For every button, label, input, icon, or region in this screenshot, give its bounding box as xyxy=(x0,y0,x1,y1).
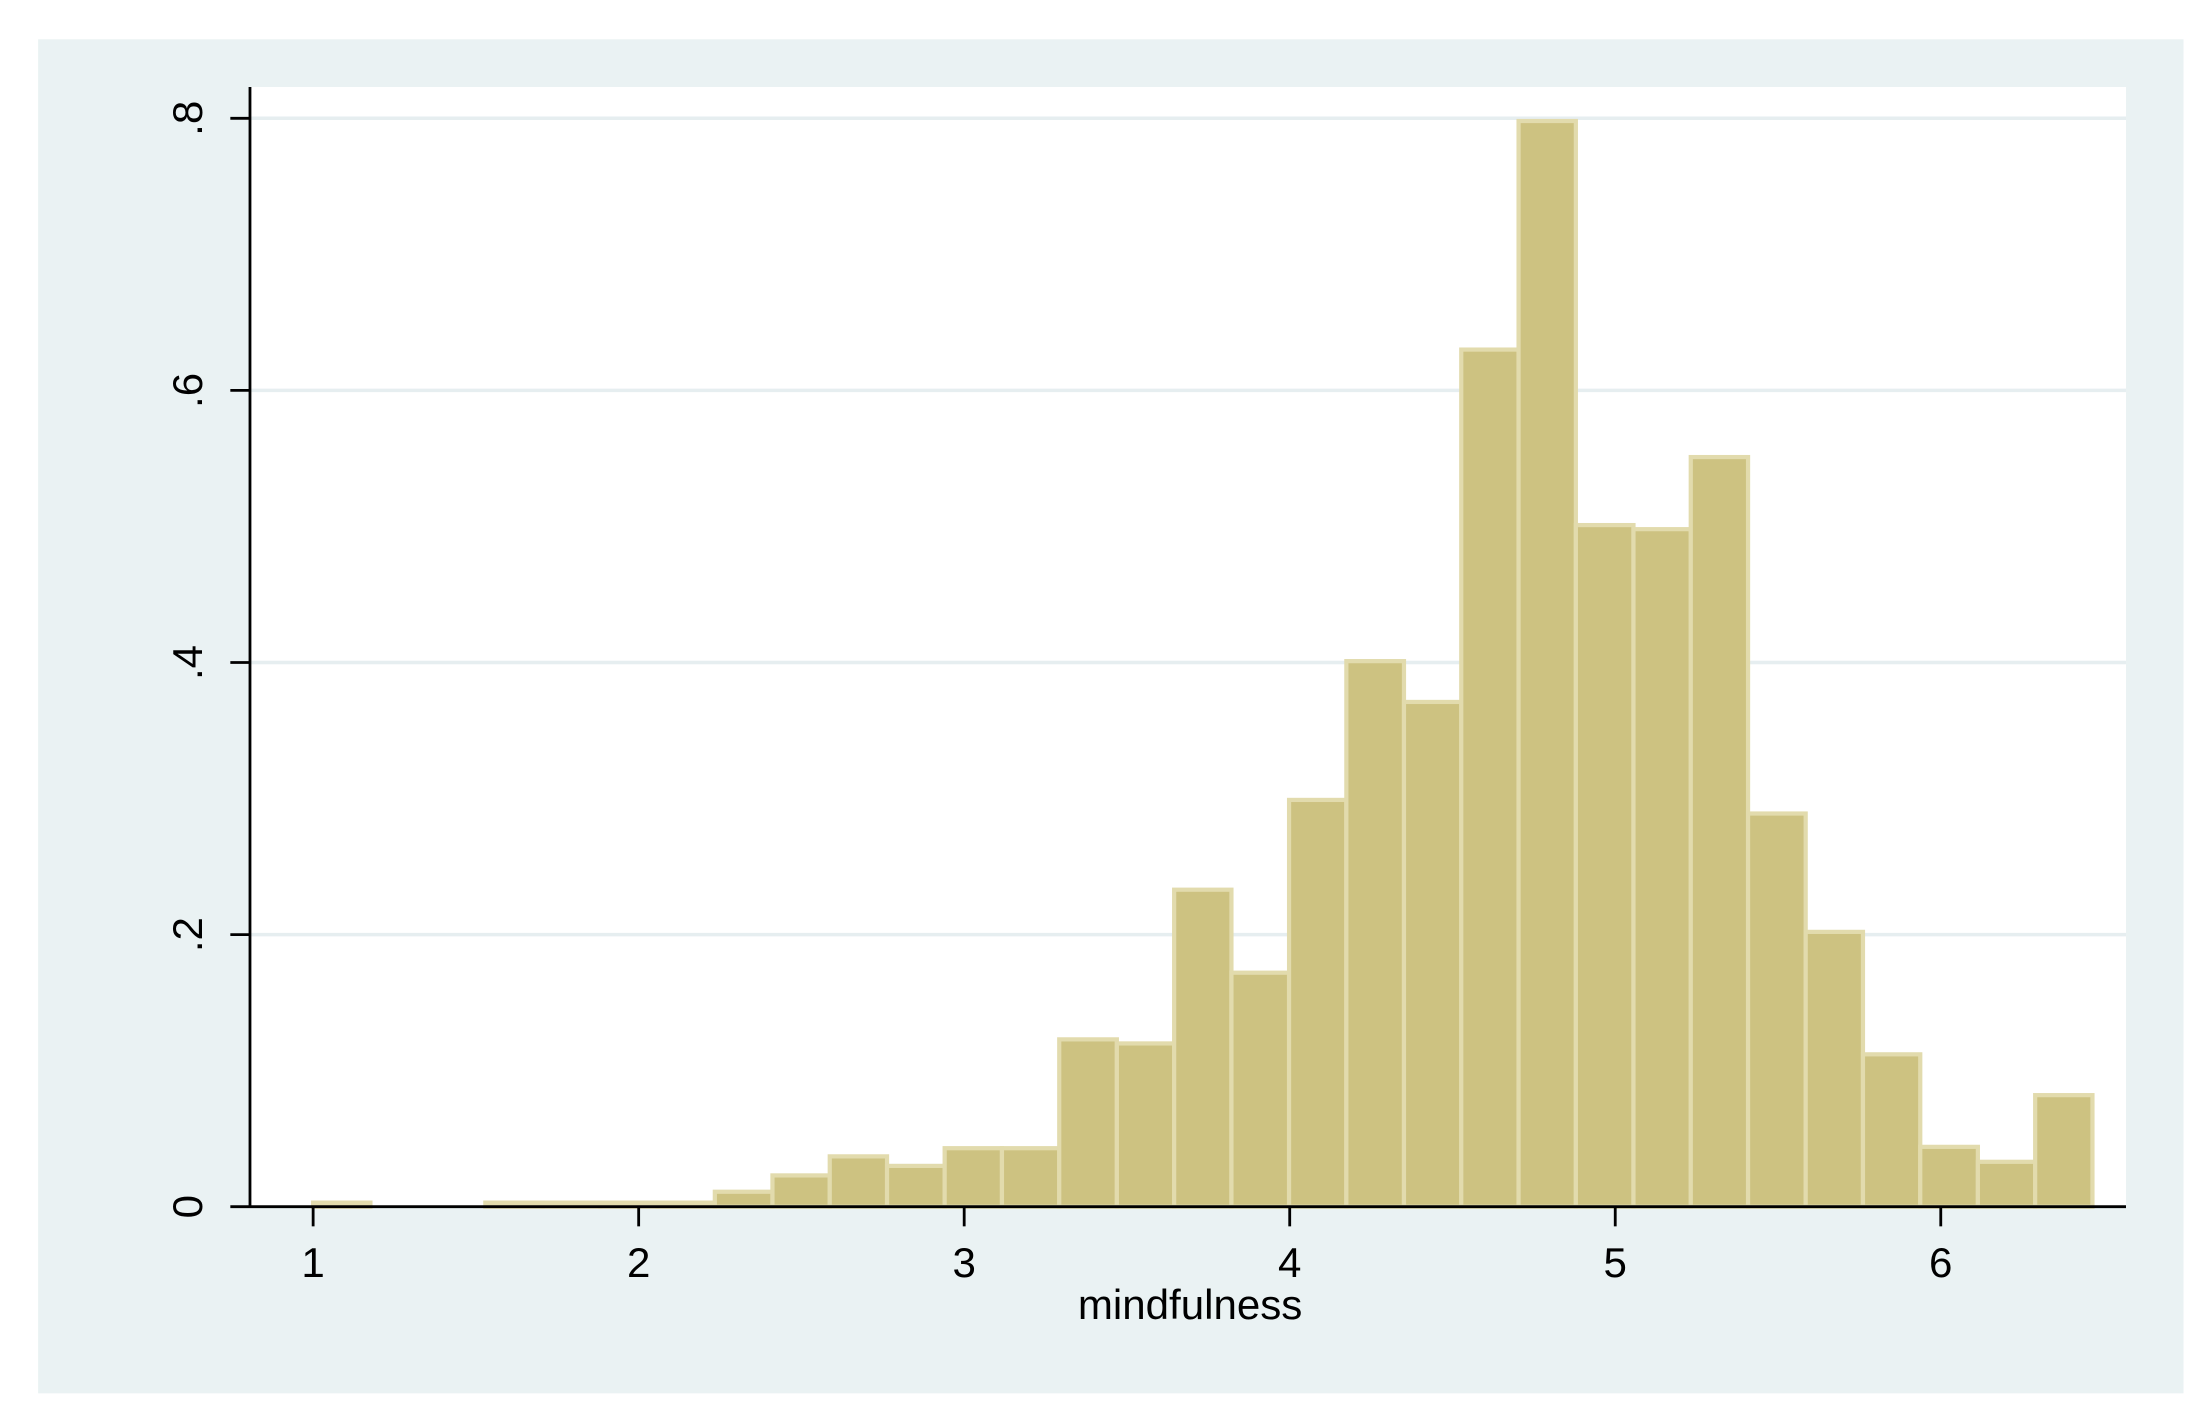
bar xyxy=(1172,887,1234,1209)
bar xyxy=(1631,527,1693,1209)
x-tick-label: 2 xyxy=(627,1239,650,1286)
bar xyxy=(1114,1041,1177,1209)
bar xyxy=(1803,929,1866,1209)
bar xyxy=(1459,347,1521,1209)
y-tick-label: 0 xyxy=(164,1195,211,1218)
bar xyxy=(770,1173,832,1209)
x-tick-label: 3 xyxy=(952,1239,975,1286)
bar xyxy=(1975,1159,2038,1209)
bar xyxy=(884,1163,947,1209)
bar xyxy=(1057,1037,1119,1209)
x-axis-title: mindfulness xyxy=(1078,1281,1303,1328)
bar xyxy=(1573,522,1636,1209)
bar xyxy=(1516,118,1578,1209)
bar xyxy=(1745,811,1808,1209)
y-tick-label: .8 xyxy=(164,101,211,136)
bar xyxy=(999,1146,1062,1209)
y-tick-label: .6 xyxy=(164,373,211,408)
x-tick-label: 6 xyxy=(1929,1239,1952,1286)
x-tick-label: 4 xyxy=(1278,1239,1301,1286)
bar xyxy=(1918,1144,1980,1209)
bar xyxy=(2033,1093,2095,1209)
x-tick-label: 5 xyxy=(1604,1239,1627,1286)
bar xyxy=(1286,797,1349,1209)
bar xyxy=(712,1189,775,1209)
bar xyxy=(1688,454,1751,1209)
x-tick-label: 1 xyxy=(301,1239,324,1286)
bar xyxy=(1401,699,1464,1209)
bar xyxy=(1860,1052,1923,1209)
bar xyxy=(1229,970,1292,1209)
y-tick-label: .2 xyxy=(164,917,211,952)
bar xyxy=(827,1154,890,1209)
y-tick-label: .4 xyxy=(164,645,211,680)
bar xyxy=(1344,659,1407,1209)
bar xyxy=(942,1146,1005,1209)
